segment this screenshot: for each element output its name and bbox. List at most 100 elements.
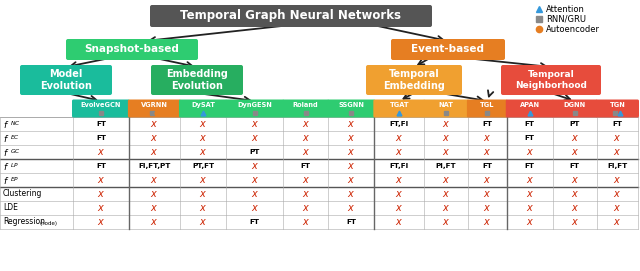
FancyBboxPatch shape <box>467 99 508 118</box>
FancyBboxPatch shape <box>282 99 329 118</box>
Text: Model
Evolution: Model Evolution <box>40 69 92 91</box>
FancyBboxPatch shape <box>225 99 284 118</box>
Text: $\mathbf{\mathit{x}}$: $\mathbf{\mathit{x}}$ <box>199 147 207 157</box>
FancyBboxPatch shape <box>128 99 181 118</box>
Text: $\mathbf{\mathit{x}}$: $\mathbf{\mathit{x}}$ <box>483 217 492 227</box>
Text: $\mathbf{\mathit{x}}$: $\mathbf{\mathit{x}}$ <box>251 161 259 171</box>
Text: RNN/GRU: RNN/GRU <box>546 15 586 24</box>
Text: $\mathbf{\mathit{x}}$: $\mathbf{\mathit{x}}$ <box>150 203 159 213</box>
Text: $_{EC}$: $_{EC}$ <box>10 134 20 143</box>
Text: FT: FT <box>483 163 492 169</box>
Text: FT: FT <box>525 121 535 127</box>
Text: $\mathbf{\mathit{x}}$: $\mathbf{\mathit{x}}$ <box>251 175 259 185</box>
Text: $\mathbf{\mathit{x}}$: $\mathbf{\mathit{x}}$ <box>199 203 207 213</box>
Text: $\mathbf{\mathit{x}}$: $\mathbf{\mathit{x}}$ <box>571 217 579 227</box>
Text: Autoencoder: Autoencoder <box>546 24 600 34</box>
Text: TGAT: TGAT <box>389 102 409 108</box>
Text: $\mathbf{\mathit{x}}$: $\mathbf{\mathit{x}}$ <box>395 175 403 185</box>
Text: Regression: Regression <box>3 218 45 227</box>
Text: $\mathbf{\mathit{x}}$: $\mathbf{\mathit{x}}$ <box>395 217 403 227</box>
Text: $\mathbf{\mathit{x}}$: $\mathbf{\mathit{x}}$ <box>150 217 159 227</box>
Text: $\mathbf{\mathit{x}}$: $\mathbf{\mathit{x}}$ <box>150 175 159 185</box>
Text: $\mathbf{\mathit{x}}$: $\mathbf{\mathit{x}}$ <box>347 175 355 185</box>
Text: Attention: Attention <box>546 5 585 14</box>
Text: PT: PT <box>250 149 260 155</box>
Text: $_{EP}$: $_{EP}$ <box>10 176 19 185</box>
FancyBboxPatch shape <box>552 99 598 118</box>
Text: $\mathbf{\mathit{x}}$: $\mathbf{\mathit{x}}$ <box>347 147 355 157</box>
Text: PT,FT: PT,FT <box>192 163 214 169</box>
Text: Roland: Roland <box>293 102 319 108</box>
Text: (node): (node) <box>40 221 58 225</box>
Text: Temporal
Embedding: Temporal Embedding <box>383 69 445 91</box>
Text: $\mathbf{\mathit{x}}$: $\mathbf{\mathit{x}}$ <box>301 217 310 227</box>
Text: FT: FT <box>301 163 310 169</box>
Text: $\mathbf{\mathit{x}}$: $\mathbf{\mathit{x}}$ <box>526 217 534 227</box>
Text: NAT: NAT <box>438 102 454 108</box>
Text: DySAT: DySAT <box>191 102 215 108</box>
Text: Temporal
Neighborhood: Temporal Neighborhood <box>515 70 587 90</box>
Text: $\mathbf{\mathit{x}}$: $\mathbf{\mathit{x}}$ <box>571 203 579 213</box>
Text: $\mathbf{\mathit{x}}$: $\mathbf{\mathit{x}}$ <box>526 203 534 213</box>
Text: $\mathbf{\mathit{x}}$: $\mathbf{\mathit{x}}$ <box>199 119 207 129</box>
Text: $\mathbf{\mathit{x}}$: $\mathbf{\mathit{x}}$ <box>97 203 105 213</box>
Text: $\mathbf{\mathit{x}}$: $\mathbf{\mathit{x}}$ <box>395 147 403 157</box>
FancyBboxPatch shape <box>501 65 601 95</box>
Text: $\mathbf{\mathit{x}}$: $\mathbf{\mathit{x}}$ <box>395 133 403 143</box>
Text: $\mathbf{\mathit{x}}$: $\mathbf{\mathit{x}}$ <box>199 133 207 143</box>
Text: $\mathbf{\mathit{x}}$: $\mathbf{\mathit{x}}$ <box>483 189 492 199</box>
Text: $\mathbf{\mathit{x}}$: $\mathbf{\mathit{x}}$ <box>483 203 492 213</box>
FancyBboxPatch shape <box>150 5 432 27</box>
Text: $\mathbf{\mathit{x}}$: $\mathbf{\mathit{x}}$ <box>301 119 310 129</box>
Text: $\mathbf{\mathit{x}}$: $\mathbf{\mathit{x}}$ <box>347 189 355 199</box>
Text: $\mathbf{\mathit{x}}$: $\mathbf{\mathit{x}}$ <box>150 133 159 143</box>
FancyBboxPatch shape <box>423 99 469 118</box>
Text: $\mathbf{\mathit{x}}$: $\mathbf{\mathit{x}}$ <box>347 203 355 213</box>
Text: FT: FT <box>483 121 492 127</box>
Text: $\mathbf{\mathit{x}}$: $\mathbf{\mathit{x}}$ <box>613 133 621 143</box>
Text: Snapshot-based: Snapshot-based <box>84 44 179 54</box>
Text: $\mathbf{\mathit{x}}$: $\mathbf{\mathit{x}}$ <box>251 119 259 129</box>
Text: EvolveGCN: EvolveGCN <box>81 102 121 108</box>
Text: $\mathbf{\mathit{x}}$: $\mathbf{\mathit{x}}$ <box>301 147 310 157</box>
Text: $\mathbf{\mathit{x}}$: $\mathbf{\mathit{x}}$ <box>613 175 621 185</box>
Text: DGNN: DGNN <box>564 102 586 108</box>
Text: $\mathbf{\mathit{x}}$: $\mathbf{\mathit{x}}$ <box>251 189 259 199</box>
Text: $\it{f}$: $\it{f}$ <box>3 118 10 130</box>
Text: TGL: TGL <box>480 102 495 108</box>
Text: FT: FT <box>612 121 622 127</box>
FancyBboxPatch shape <box>20 65 112 95</box>
FancyBboxPatch shape <box>596 99 639 118</box>
Text: FT: FT <box>525 135 535 141</box>
Text: $\mathbf{\mathit{x}}$: $\mathbf{\mathit{x}}$ <box>442 203 450 213</box>
Text: Embedding
Evolution: Embedding Evolution <box>166 69 228 91</box>
Text: VGRNN: VGRNN <box>141 102 168 108</box>
Text: $\mathbf{\mathit{x}}$: $\mathbf{\mathit{x}}$ <box>571 189 579 199</box>
Text: $\mathbf{\mathit{x}}$: $\mathbf{\mathit{x}}$ <box>347 119 355 129</box>
Text: $\mathbf{\mathit{x}}$: $\mathbf{\mathit{x}}$ <box>97 217 105 227</box>
Text: $\mathbf{\mathit{x}}$: $\mathbf{\mathit{x}}$ <box>301 175 310 185</box>
Text: $\mathbf{\mathit{x}}$: $\mathbf{\mathit{x}}$ <box>301 189 310 199</box>
FancyBboxPatch shape <box>72 99 130 118</box>
Text: FT: FT <box>525 163 535 169</box>
Text: $\mathbf{\mathit{x}}$: $\mathbf{\mathit{x}}$ <box>97 175 105 185</box>
Text: $\mathbf{\mathit{x}}$: $\mathbf{\mathit{x}}$ <box>442 175 450 185</box>
Text: $\mathbf{\mathit{x}}$: $\mathbf{\mathit{x}}$ <box>613 203 621 213</box>
Text: $\mathbf{\mathit{x}}$: $\mathbf{\mathit{x}}$ <box>301 133 310 143</box>
Text: $\mathbf{\mathit{x}}$: $\mathbf{\mathit{x}}$ <box>97 189 105 199</box>
FancyBboxPatch shape <box>179 99 227 118</box>
Text: $\mathbf{\mathit{x}}$: $\mathbf{\mathit{x}}$ <box>251 203 259 213</box>
Text: $\mathbf{\mathit{x}}$: $\mathbf{\mathit{x}}$ <box>526 175 534 185</box>
Text: $\mathbf{\mathit{x}}$: $\mathbf{\mathit{x}}$ <box>395 203 403 213</box>
Text: $\mathbf{\mathit{x}}$: $\mathbf{\mathit{x}}$ <box>199 175 207 185</box>
FancyBboxPatch shape <box>327 99 375 118</box>
Text: $_{GC}$: $_{GC}$ <box>10 147 20 156</box>
Text: $\mathbf{\mathit{x}}$: $\mathbf{\mathit{x}}$ <box>199 189 207 199</box>
FancyBboxPatch shape <box>391 39 505 60</box>
Text: FI,FT,PT: FI,FT,PT <box>138 163 171 169</box>
FancyBboxPatch shape <box>151 65 243 95</box>
Text: PT: PT <box>570 121 580 127</box>
Text: $\mathbf{\mathit{x}}$: $\mathbf{\mathit{x}}$ <box>150 119 159 129</box>
Text: $\mathbf{\mathit{x}}$: $\mathbf{\mathit{x}}$ <box>526 147 534 157</box>
Text: Temporal Graph Neural Networks: Temporal Graph Neural Networks <box>180 9 401 22</box>
